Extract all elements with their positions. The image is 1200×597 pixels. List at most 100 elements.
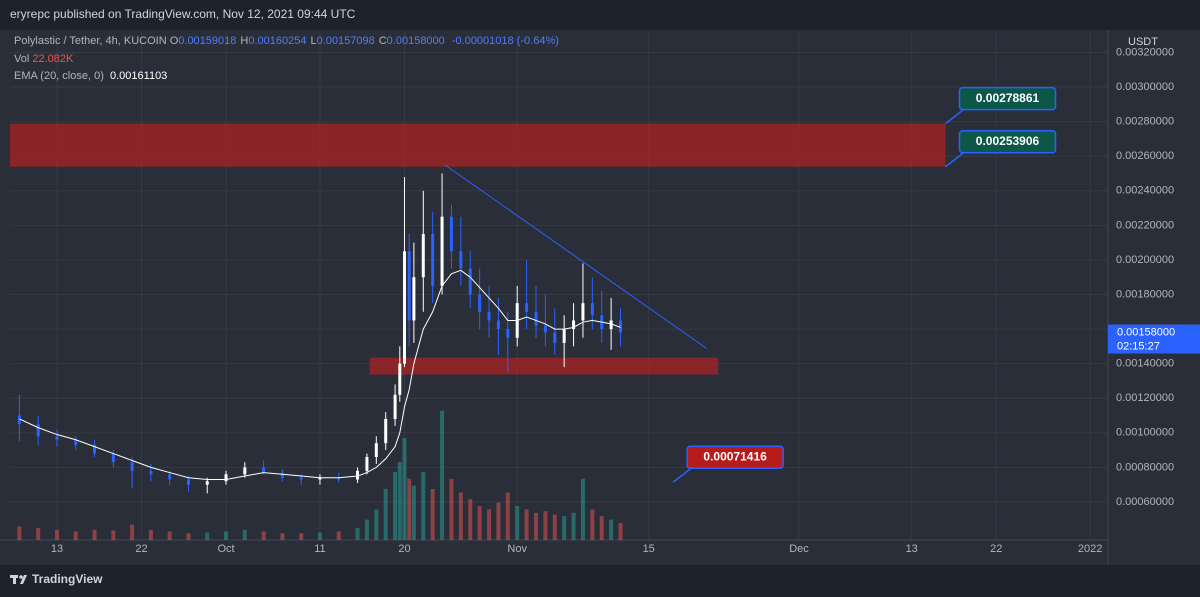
y-tick-label: 0.00200000: [1116, 254, 1174, 266]
logo: [10, 575, 27, 584]
y-tick-label: 0.00260000: [1116, 150, 1174, 162]
price-label: 0.00253906: [976, 134, 1040, 148]
vol-value: 22.082K: [32, 52, 74, 65]
x-tick-label: 11: [314, 543, 325, 555]
ohlc-label: H: [240, 35, 249, 47]
x-tick-label: 15: [643, 543, 655, 555]
volume-bar: [205, 532, 210, 540]
candle-body: [402, 251, 406, 364]
ema-row: EMA (20, close, 0) 0.00161103: [14, 68, 559, 86]
volume-bar: [393, 472, 398, 540]
volume-bar: [148, 529, 153, 540]
volume-bar: [496, 502, 501, 540]
volume-bar: [533, 512, 538, 540]
volume-bar: [336, 531, 341, 540]
vol-label: Vol: [14, 52, 30, 65]
x-tick-label: Oct: [217, 543, 234, 555]
volume-bar: [468, 499, 473, 540]
volume-bar: [562, 516, 567, 540]
zone: [10, 123, 946, 167]
volume-bar: [186, 533, 191, 540]
footer-bar: [0, 565, 1200, 597]
candle-body: [421, 234, 425, 278]
candle-body: [525, 303, 529, 312]
volume-bar: [411, 485, 416, 540]
volume-bar: [609, 519, 614, 540]
volume-bar: [54, 529, 59, 540]
ema-label: EMA (20, close, 0): [14, 70, 104, 82]
volume-bar: [524, 509, 529, 540]
candle-body: [205, 481, 209, 485]
candle-body: [186, 479, 190, 485]
countdown: 02:15:27: [1117, 340, 1160, 352]
price-label: 0.00278861: [976, 91, 1040, 105]
symbol-row: Polylastic / Tether, 4h, KUCOIN O0.00159…: [14, 33, 559, 51]
price-label: 0.00071416: [703, 449, 767, 463]
volume-bar: [580, 478, 585, 540]
candle-body: [356, 470, 360, 480]
candle-body: [459, 251, 463, 269]
price-pointer: [945, 152, 964, 168]
y-tick-label: 0.00080000: [1116, 461, 1174, 473]
y-tick-label: 0.00240000: [1116, 185, 1174, 197]
price-label-box: [958, 129, 1057, 154]
volume-bar: [449, 478, 454, 540]
y-tick-label: 0.00300000: [1116, 81, 1174, 93]
volume-bar: [477, 506, 482, 540]
candle-body: [36, 424, 40, 437]
candle-body: [412, 277, 416, 321]
candle-body: [562, 329, 566, 343]
currency: USDT: [1128, 36, 1158, 48]
y-tick-label: 0.00100000: [1116, 427, 1174, 439]
x-tick-label: 13: [906, 543, 918, 555]
candle-body: [168, 474, 172, 480]
volume-bar: [402, 438, 407, 540]
ohlc-label: L: [310, 35, 317, 47]
volume-bar: [458, 492, 463, 540]
candle-body: [478, 294, 482, 312]
change: -0.00001018: [451, 35, 514, 47]
candle-body: [590, 303, 594, 316]
candle-body: [93, 444, 97, 454]
ohlc-value: 0.00159018: [178, 35, 237, 47]
ema-line: [19, 269, 621, 480]
candle-body: [74, 439, 78, 445]
volume-bar: [505, 492, 510, 540]
volume-bar: [397, 461, 402, 540]
price-label-box: [686, 445, 784, 469]
volume-bar: [618, 523, 623, 540]
y-tick-label: 0.00180000: [1116, 288, 1174, 300]
x-tick-label: Dec: [789, 543, 809, 555]
volume-bar: [407, 478, 412, 540]
volume-bar: [599, 516, 604, 540]
change-pct: (-0.64%): [516, 35, 559, 47]
volume-bar: [552, 514, 557, 540]
volume-bar: [167, 531, 172, 540]
volume-bar: [17, 526, 22, 540]
volume-bar: [36, 528, 41, 540]
y-tick-label: 0.00220000: [1116, 219, 1174, 231]
candle-body: [506, 329, 510, 338]
x-tick-label: Nov: [507, 543, 527, 555]
candle-body: [449, 216, 453, 252]
volume-bar: [383, 489, 388, 540]
y-tick-label: 0.00120000: [1116, 392, 1174, 404]
candle-body: [407, 251, 411, 321]
volume-bar: [421, 472, 426, 540]
volume-bar: [261, 531, 266, 540]
volume-bar: [111, 530, 116, 540]
candle-body: [262, 467, 266, 473]
ema-value: 0.00161103: [110, 70, 168, 82]
published: eryrepc published on TradingView.com, No…: [10, 7, 356, 21]
trendline: [444, 164, 708, 350]
candle-body: [337, 477, 341, 480]
volume-bar: [487, 509, 492, 540]
top-bar: [0, 0, 1200, 30]
y-tick-label: 0.00280000: [1116, 116, 1174, 128]
candle-body: [440, 216, 444, 286]
candle-body: [130, 462, 134, 471]
volume-bar: [355, 528, 360, 540]
volume-bar: [299, 533, 304, 540]
legend: Polylastic / Tether, 4h, KUCOIN O0.00159…: [14, 33, 559, 86]
